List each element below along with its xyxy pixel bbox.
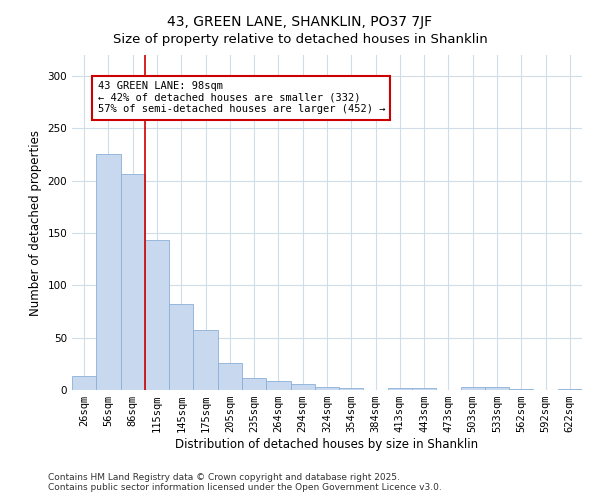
Bar [242, 378, 266, 390]
Y-axis label: Number of detached properties: Number of detached properties [29, 130, 42, 316]
Bar [266, 380, 290, 390]
Bar [558, 389, 582, 390]
Text: Contains HM Land Registry data © Crown copyright and database right 2025.
Contai: Contains HM Land Registry data © Crown c… [48, 473, 442, 492]
Bar [339, 388, 364, 390]
Bar [121, 174, 145, 390]
Bar [72, 376, 96, 390]
Bar [388, 388, 412, 390]
Bar [509, 389, 533, 390]
Bar [412, 388, 436, 390]
Text: 43, GREEN LANE, SHANKLIN, PO37 7JF: 43, GREEN LANE, SHANKLIN, PO37 7JF [167, 15, 433, 29]
X-axis label: Distribution of detached houses by size in Shanklin: Distribution of detached houses by size … [175, 438, 479, 451]
Bar [315, 387, 339, 390]
Bar [290, 384, 315, 390]
Bar [169, 304, 193, 390]
Bar [485, 387, 509, 390]
Bar [193, 330, 218, 390]
Bar [461, 387, 485, 390]
Text: Size of property relative to detached houses in Shanklin: Size of property relative to detached ho… [113, 32, 487, 46]
Bar [96, 154, 121, 390]
Bar [145, 240, 169, 390]
Text: 43 GREEN LANE: 98sqm
← 42% of detached houses are smaller (332)
57% of semi-deta: 43 GREEN LANE: 98sqm ← 42% of detached h… [97, 81, 385, 114]
Bar [218, 363, 242, 390]
